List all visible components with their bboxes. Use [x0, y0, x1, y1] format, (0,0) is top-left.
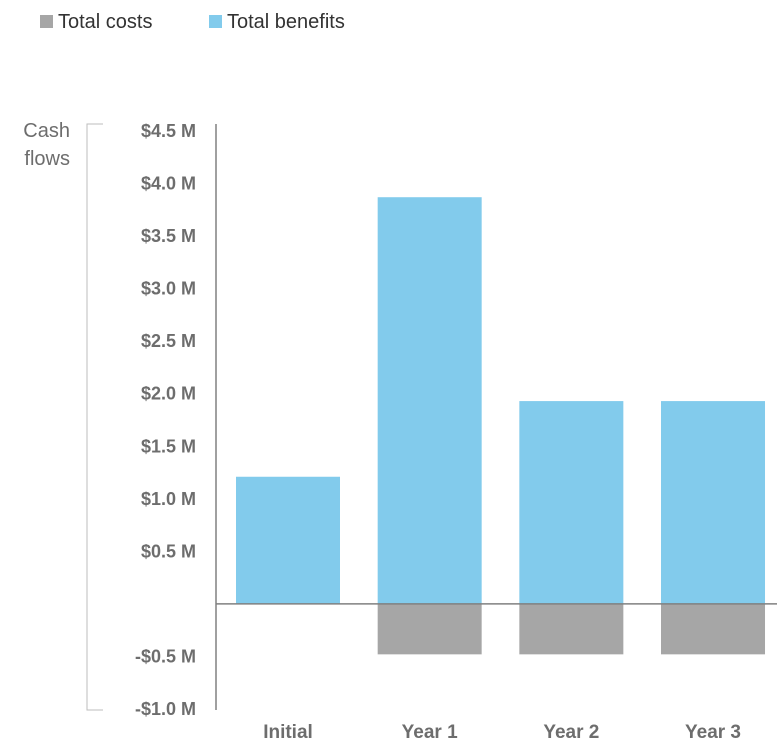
y-tick-label: $1.0 M [141, 489, 196, 509]
legend-label-total-benefits: Total benefits [227, 11, 345, 33]
x-axis-category-labels: Initial Year 1 Year 2 Year 3 [263, 722, 741, 743]
bar-total-benefits-year-1 [377, 197, 482, 604]
chart-legend: Total costs Total benefits [40, 11, 345, 33]
y-axis-title-line-2: flows [24, 148, 70, 170]
legend-label-total-costs: Total costs [58, 11, 152, 33]
y-tick-label: $4.0 M [141, 174, 196, 194]
y-axis-title: Cash flows [23, 120, 70, 170]
y-axis-bracket [86, 123, 103, 711]
y-tick-label: $3.0 M [141, 279, 196, 299]
y-axis-title-line-1: Cash [23, 120, 70, 142]
y-tick-label: $3.5 M [141, 226, 196, 246]
chart-bars [236, 197, 766, 655]
bar-total-benefits-year-2 [519, 401, 624, 604]
y-tick-label: -$1.0 M [135, 699, 196, 719]
x-category-label: Year 2 [543, 722, 599, 743]
y-axis-tick-labels: $4.5 M $4.0 M $3.5 M $3.0 M $2.5 M $2.0 M $1.5… [135, 121, 196, 719]
bar-total-costs-year-2 [519, 603, 624, 655]
y-tick-label: $0.5 M [141, 541, 196, 561]
bar-total-costs-year-1 [377, 603, 482, 655]
y-tick-label: $2.0 M [141, 384, 196, 404]
x-category-label: Year 3 [685, 722, 741, 743]
bar-total-costs-year-3 [661, 603, 766, 655]
bar-total-benefits-year-3 [661, 401, 766, 604]
x-category-label: Year 1 [402, 722, 458, 743]
y-tick-label: $1.5 M [141, 436, 196, 456]
legend-swatch-total-costs [40, 15, 53, 28]
y-tick-label: $2.5 M [141, 331, 196, 351]
bar-total-benefits-initial [236, 476, 340, 604]
x-category-label: Initial [263, 722, 313, 743]
y-tick-label: -$0.5 M [135, 646, 196, 666]
legend-swatch-total-benefits [209, 15, 222, 28]
y-tick-label: $4.5 M [141, 121, 196, 141]
